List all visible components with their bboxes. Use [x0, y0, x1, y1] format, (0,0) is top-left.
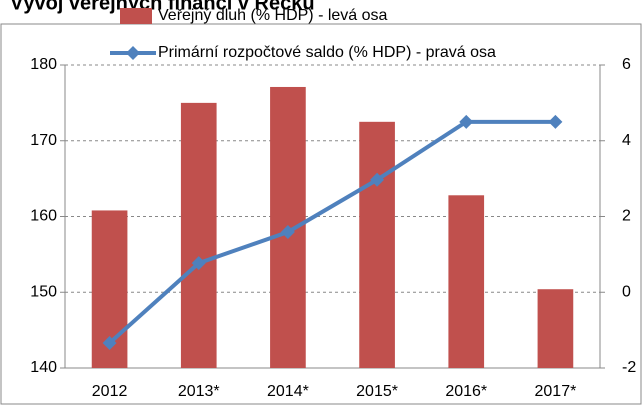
marker — [280, 225, 295, 240]
y-tick-label: 150 — [30, 283, 57, 300]
bar — [359, 121, 395, 368]
x-tick-label: 2012 — [92, 383, 128, 400]
y2-tick-label: 0 — [622, 283, 631, 300]
marker — [102, 336, 117, 351]
chart-title: Vývoj veřejných financí v Řecku — [10, 0, 315, 14]
x-tick-label: 2013* — [178, 383, 220, 400]
line — [108, 119, 556, 345]
x-tick-label: 2015* — [356, 383, 398, 400]
y2-tick-label: 6 — [622, 56, 631, 73]
marker — [548, 114, 563, 129]
x-tick-label: 2014* — [267, 383, 309, 400]
bar — [537, 289, 574, 368]
y-tick-label: 140 — [30, 359, 57, 376]
legend-label: Primární rozpočtové saldo (% HDP) - prav… — [158, 44, 496, 61]
x-tick-label: 2016* — [445, 383, 487, 400]
legend-marker — [126, 46, 140, 60]
y-tick-label: 160 — [30, 208, 57, 225]
y2-tick-label: 4 — [622, 132, 631, 149]
x-tick-label: 2017* — [535, 383, 577, 400]
y2-tick-label: -2 — [622, 359, 636, 376]
legend-swatch — [120, 8, 152, 24]
y-tick-label: 170 — [30, 132, 57, 149]
y2-tick-label: 2 — [622, 208, 631, 225]
marker — [191, 256, 206, 271]
marker — [370, 172, 385, 187]
bar — [180, 102, 217, 368]
y-tick-label: 180 — [30, 56, 57, 73]
legend-label: Veřejný dluh (% HDP) - levá osa — [158, 7, 388, 24]
bar — [448, 195, 485, 368]
marker — [459, 114, 474, 129]
